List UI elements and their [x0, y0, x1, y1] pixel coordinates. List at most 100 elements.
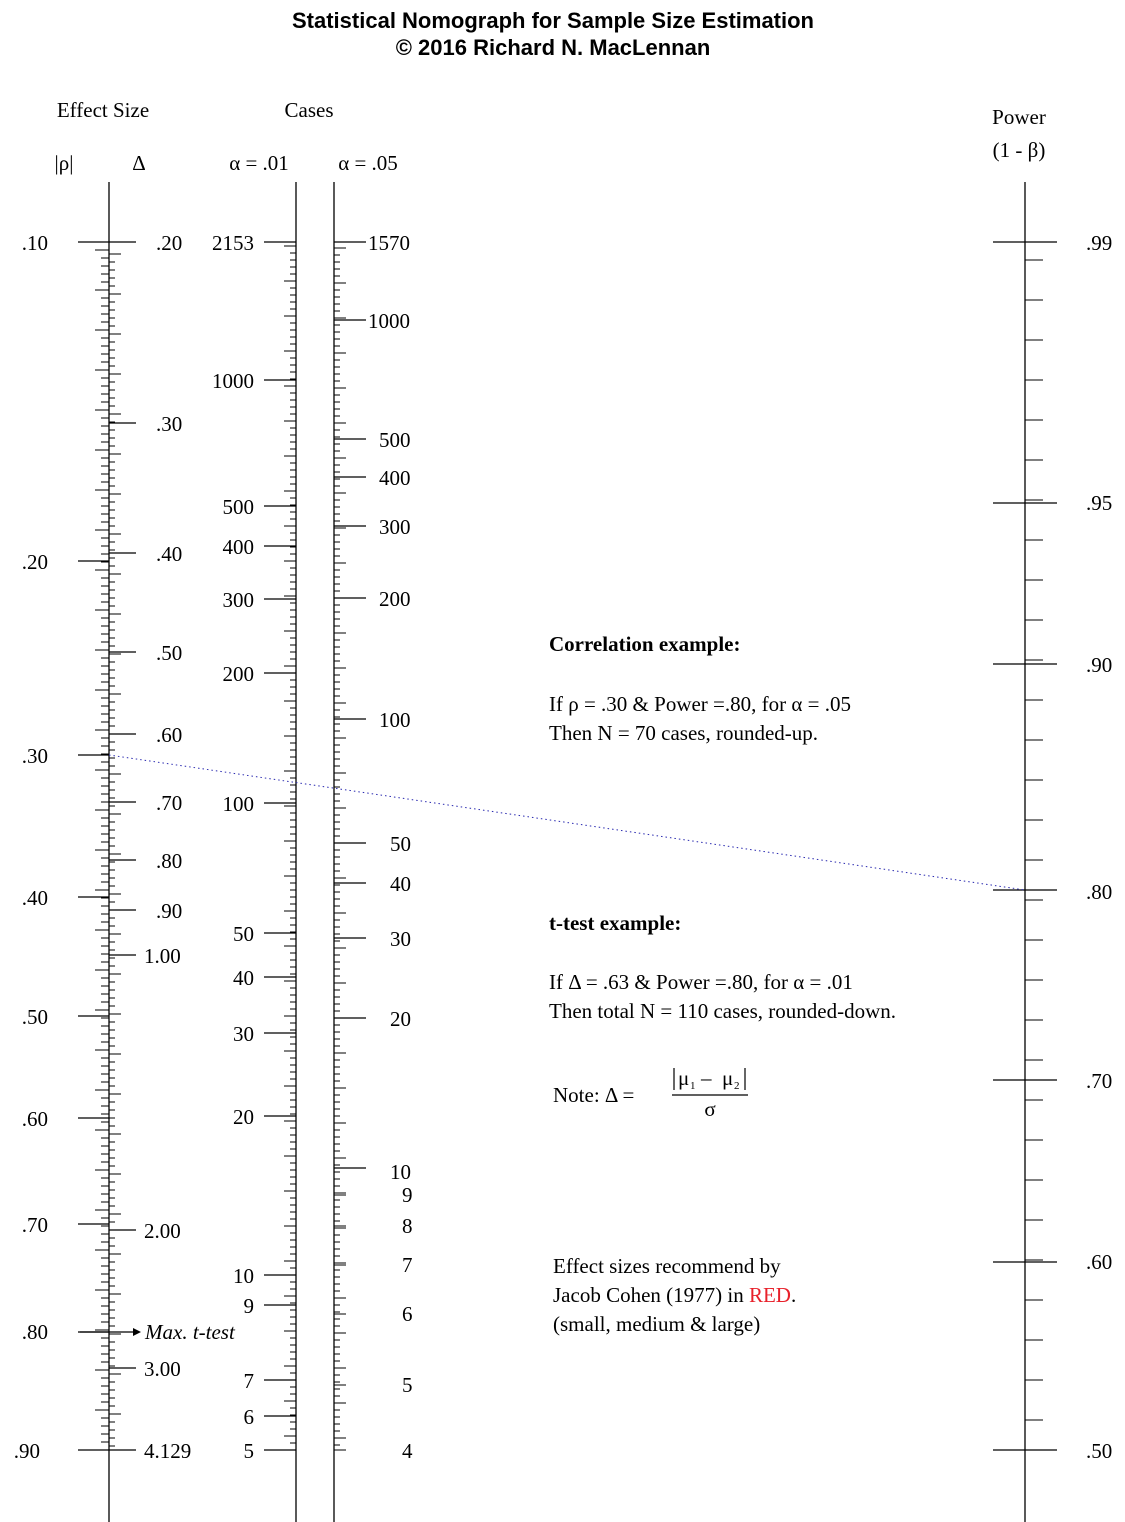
alpha01-label: 6 [244, 1405, 255, 1429]
alpha01-label: 20 [233, 1105, 254, 1129]
delta-label: .20 [156, 231, 182, 255]
power-label: .60 [1086, 1250, 1112, 1274]
arrow-right-icon [133, 1328, 141, 1336]
numerator-sub-2: 2 [734, 1080, 740, 1092]
delta-label: 2.00 [144, 1219, 181, 1243]
power-label: .90 [1086, 653, 1112, 677]
numerator-mu-2: μ [722, 1066, 733, 1090]
cohen-note-prefix: Jacob Cohen (1977) in [553, 1283, 749, 1307]
alpha01-label: 40 [233, 966, 254, 990]
alpha05-label: 5 [402, 1373, 413, 1397]
delta-label: .40 [156, 542, 182, 566]
power-label: .95 [1086, 491, 1112, 515]
delta-formula-note: Note: Δ = μ 1 – μ 2 σ [553, 1066, 748, 1121]
alpha01-label: 500 [223, 495, 255, 519]
alpha05-label: 1000 [368, 309, 410, 333]
alpha05-label: 400 [379, 466, 411, 490]
alpha01-label: 50 [233, 922, 254, 946]
alpha01-label: 9 [244, 1294, 255, 1318]
rho-labels: .10 .20 .30 .40 .50 .60 .70 .80 .90 [14, 231, 48, 1463]
alpha05-label: 300 [379, 515, 411, 539]
alpha05-header: α = .05 [338, 151, 398, 175]
power-label: .80 [1086, 880, 1112, 904]
alpha01-label: 30 [233, 1022, 254, 1046]
delta-label: .30 [156, 412, 182, 436]
rho-label: .30 [22, 744, 48, 768]
cohen-note-suffix: . [791, 1283, 796, 1307]
example-line [108, 754, 1026, 891]
alpha01-label: 5 [244, 1439, 255, 1463]
rho-label: .90 [14, 1439, 40, 1463]
power-labels: .99 .95 .90 .80 .70 .60 .50 [1086, 231, 1112, 1463]
delta-header: Δ [132, 151, 146, 175]
delta-label: .70 [156, 791, 182, 815]
alpha01-label: 300 [223, 588, 255, 612]
alpha01-label: 400 [223, 535, 255, 559]
rho-label: .60 [22, 1107, 48, 1131]
alpha05-label: 8 [402, 1214, 413, 1238]
delta-label: 1.00 [144, 944, 181, 968]
rho-label: .50 [22, 1005, 48, 1029]
alpha05-labels: 1570 1000 500 400 300 200 100 50 40 30 2… [368, 231, 413, 1463]
cohen-note-line-3: (small, medium & large) [553, 1312, 760, 1336]
alpha05-label: 30 [390, 927, 411, 951]
numerator-minus: – [700, 1066, 712, 1090]
power-subheader: (1 - β) [993, 138, 1046, 162]
delta-label: .90 [156, 899, 182, 923]
alpha01-label: 200 [223, 662, 255, 686]
rho-label: .80 [22, 1320, 48, 1344]
alpha05-label: 10 [390, 1160, 411, 1184]
note-prefix: Note: Δ = [553, 1083, 634, 1107]
alpha05-label: 50 [390, 832, 411, 856]
rho-label: .40 [22, 886, 48, 910]
rho-label: .10 [22, 231, 48, 255]
denominator-sigma: σ [704, 1097, 715, 1121]
delta-label: 3.00 [144, 1357, 181, 1381]
alpha01-label: 1000 [212, 369, 254, 393]
alpha01-header: α = .01 [229, 151, 289, 175]
ttest-example-heading: t-test example: [549, 911, 681, 935]
max-ttest-label: Max. t-test [144, 1320, 236, 1344]
rho-label: .70 [22, 1213, 48, 1237]
delta-label: .80 [156, 849, 182, 873]
alpha05-label: 6 [402, 1302, 413, 1326]
rho-label: .20 [22, 550, 48, 574]
numerator-mu-1: μ [678, 1066, 689, 1090]
alpha01-label: 10 [233, 1264, 254, 1288]
ttest-example-line-2: Then total N = 110 cases, rounded-down. [549, 999, 896, 1023]
cohen-note-red: RED [749, 1283, 791, 1307]
alpha05-label: 200 [379, 587, 411, 611]
alpha05-label: 100 [379, 708, 411, 732]
alpha05-label: 1570 [368, 231, 410, 255]
rho-header: |ρ| [55, 151, 74, 175]
title-line-2: © 2016 Richard N. MacLennan [396, 35, 711, 60]
delta-label: .60 [156, 723, 182, 747]
scale-ticks [78, 241, 1057, 1451]
alpha01-labels: 2153 1000 500 400 300 200 100 50 40 30 2… [212, 231, 254, 1463]
alpha01-label: 100 [223, 792, 255, 816]
power-label: .50 [1086, 1439, 1112, 1463]
ttest-example-line-1: If Δ = .63 & Power =.80, for α = .01 [549, 970, 853, 994]
alpha05-label: 20 [390, 1007, 411, 1031]
cohen-note-line-2: Jacob Cohen (1977) in RED. [553, 1283, 796, 1307]
cases-header: Cases [285, 98, 334, 122]
power-label: .99 [1086, 231, 1112, 255]
alpha05-label: 4 [402, 1439, 413, 1463]
correlation-example-heading: Correlation example: [549, 632, 740, 656]
effect-size-header: Effect Size [57, 98, 149, 122]
alpha05-label: 40 [390, 872, 411, 896]
numerator-sub-1: 1 [690, 1080, 696, 1092]
alpha05-label: 7 [402, 1253, 413, 1277]
cohen-note-line-1: Effect sizes recommend by [553, 1254, 781, 1278]
delta-labels: .20 .30 .40 .50 .60 .70 .80 .90 1.00 2.0… [144, 231, 191, 1463]
title-line-1: Statistical Nomograph for Sample Size Es… [292, 8, 814, 33]
alpha05-label: 500 [379, 428, 411, 452]
delta-label: .50 [156, 641, 182, 665]
correlation-example-line-1: If ρ = .30 & Power =.80, for α = .05 [549, 692, 851, 716]
power-header: Power [992, 105, 1046, 129]
power-label: .70 [1086, 1069, 1112, 1093]
delta-label: 4.129 [144, 1439, 191, 1463]
alpha01-label: 2153 [212, 231, 254, 255]
correlation-example-line-2: Then N = 70 cases, rounded-up. [549, 721, 818, 745]
